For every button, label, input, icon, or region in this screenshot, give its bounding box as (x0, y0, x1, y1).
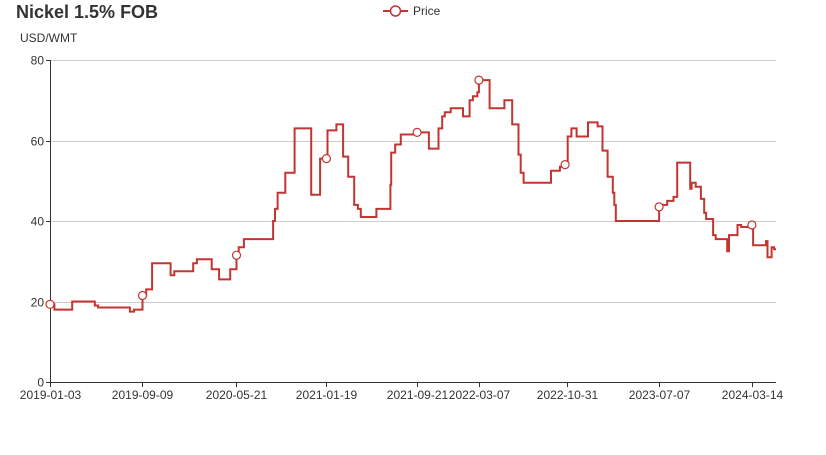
y-tick-label: 40 (31, 215, 45, 229)
x-tick-label: 2024-03-14 (722, 388, 784, 402)
legend-line-marker-icon (383, 5, 408, 17)
price-series-line (50, 79, 776, 313)
x-tick-label: 2021-01-19 (296, 388, 358, 402)
chart-legend[interactable]: Price (383, 3, 440, 19)
y-tick-label: 0 (37, 376, 44, 390)
price-data-point (654, 202, 664, 212)
x-tick-label: 2020-05-21 (206, 388, 268, 402)
y-tick-label: 80 (31, 54, 45, 68)
y-axis-unit-label: USD/WMT (20, 31, 78, 45)
chart-title: Nickel 1.5% FOB (16, 2, 159, 22)
price-data-point (321, 154, 331, 164)
price-data-point (45, 299, 55, 309)
x-tick-label: 2019-01-03 (20, 388, 82, 402)
x-tick-label: 2022-03-07 (449, 388, 511, 402)
price-data-point (231, 250, 242, 260)
price-data-point (747, 220, 757, 230)
price-data-point (560, 160, 570, 170)
x-tick-label: 2019-09-09 (112, 388, 174, 402)
price-data-point (474, 75, 484, 85)
x-tick-label: 2022-10-31 (537, 388, 599, 402)
price-data-point (412, 127, 422, 137)
y-tick-label: 60 (31, 135, 45, 149)
legend-label-price: Price (413, 4, 441, 18)
x-tick-label: 2023-07-07 (629, 388, 691, 402)
price-data-point (137, 290, 148, 301)
x-tick-label: 2021-09-21 (387, 388, 449, 402)
y-tick-label: 20 (31, 296, 45, 310)
